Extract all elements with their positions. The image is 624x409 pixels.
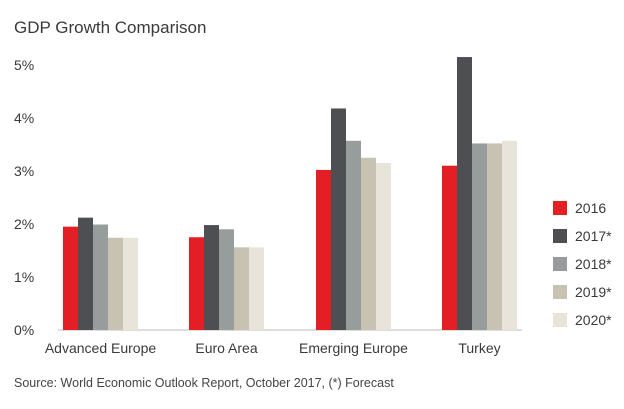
legend: 2016 2017* 2018* 2019* 2020* [553,200,612,328]
chart-title: GDP Growth Comparison [14,18,207,37]
bar-2016-advanced-europe [63,226,78,330]
legend-swatch [553,257,567,271]
bar-2017-advanced-europe [78,217,93,330]
bar-2019-turkey [487,143,502,330]
y-tick-label: 3% [14,163,34,179]
legend-label: 2018* [575,256,612,272]
bar-2019-advanced-europe [108,237,123,330]
bar-2016-turkey [442,165,457,330]
bar-2017-emerging-europe [331,108,346,331]
bar-2019-euro-area [234,247,249,330]
source-note: Source: World Economic Outlook Report, O… [14,376,394,390]
bar-2018-emerging-europe [346,140,361,330]
legend-swatch [553,313,567,327]
legend-swatch [553,229,567,243]
bar-2020-turkey [502,140,517,330]
legend-swatch [553,285,567,299]
bar-2018-advanced-europe [93,224,108,330]
category-label: Emerging Europe [299,340,408,356]
y-tick-label: 5% [14,57,34,73]
bar-2018-turkey [472,143,487,330]
category-label: Turkey [458,340,500,356]
legend-swatch [553,201,567,215]
legend-label: 2019* [575,284,612,300]
bar-2018-euro-area [219,229,234,330]
y-tick-label: 0% [14,322,34,338]
category-labels: Advanced Europe Euro Area Emerging Europe T… [45,340,501,356]
category-label: Euro Area [195,340,257,356]
y-axis-ticks: 0% 1% 2% 3% 4% 5% [14,57,34,338]
bar-2019-emerging-europe [361,157,376,330]
bar-2020-emerging-europe [376,163,391,330]
y-tick-label: 4% [14,110,34,126]
bar-2020-euro-area [249,247,264,330]
bar-2017-turkey [457,57,472,331]
bar-2016-euro-area [189,237,204,330]
category-label: Advanced Europe [45,340,157,356]
bar-2016-emerging-europe [316,169,331,330]
legend-label: 2020* [575,312,612,328]
y-tick-label: 1% [14,269,34,285]
legend-label: 2016 [575,200,606,216]
bar-2017-euro-area [204,225,219,330]
bars [63,57,517,331]
y-tick-label: 2% [14,216,34,232]
legend-label: 2017* [575,228,612,244]
bar-2020-advanced-europe [123,237,138,330]
